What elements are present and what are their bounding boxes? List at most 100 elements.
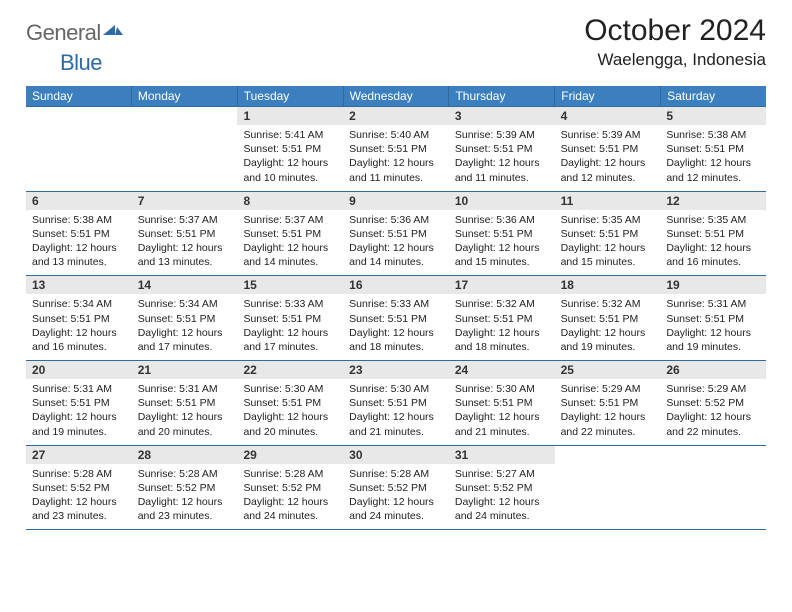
- day-daylight1: Daylight: 12 hours: [455, 495, 549, 509]
- day-sunrise: Sunrise: 5:31 AM: [138, 382, 232, 396]
- day-daylight2: and 21 minutes.: [455, 425, 549, 439]
- day-cell: 1Sunrise: 5:41 AMSunset: 5:51 PMDaylight…: [237, 107, 343, 191]
- day-number: 23: [343, 361, 449, 379]
- week-row: 1Sunrise: 5:41 AMSunset: 5:51 PMDaylight…: [26, 106, 766, 192]
- day-number: 6: [26, 192, 132, 210]
- day-number: 30: [343, 446, 449, 464]
- day-daylight1: Daylight: 12 hours: [32, 326, 126, 340]
- day-sunrise: Sunrise: 5:39 AM: [455, 128, 549, 142]
- day-sunset: Sunset: 5:51 PM: [349, 312, 443, 326]
- day-cell: 9Sunrise: 5:36 AMSunset: 5:51 PMDaylight…: [343, 192, 449, 276]
- day-daylight2: and 13 minutes.: [32, 255, 126, 269]
- day-daylight2: and 15 minutes.: [455, 255, 549, 269]
- day-number: 16: [343, 276, 449, 294]
- day-cell: 24Sunrise: 5:30 AMSunset: 5:51 PMDayligh…: [449, 361, 555, 445]
- day-sunset: Sunset: 5:51 PM: [138, 396, 232, 410]
- day-daylight2: and 20 minutes.: [138, 425, 232, 439]
- week-row: 6Sunrise: 5:38 AMSunset: 5:51 PMDaylight…: [26, 192, 766, 277]
- day-daylight2: and 14 minutes.: [349, 255, 443, 269]
- day-details: Sunrise: 5:33 AMSunset: 5:51 PMDaylight:…: [237, 294, 343, 360]
- dow-sunday: Sunday: [26, 86, 132, 106]
- day-daylight2: and 16 minutes.: [666, 255, 760, 269]
- day-daylight1: Daylight: 12 hours: [32, 410, 126, 424]
- day-sunrise: Sunrise: 5:29 AM: [666, 382, 760, 396]
- day-cell: 28Sunrise: 5:28 AMSunset: 5:52 PMDayligh…: [132, 446, 238, 530]
- day-sunset: Sunset: 5:52 PM: [138, 481, 232, 495]
- dow-thursday: Thursday: [449, 86, 555, 106]
- day-daylight1: Daylight: 12 hours: [561, 156, 655, 170]
- day-cell: 20 Sunrise: 5:31 AMSunset: 5:51 PMDayligh…: [26, 361, 132, 445]
- day-details: Sunrise: 5:31 AMSunset: 5:51 PMDaylight:…: [660, 294, 766, 360]
- title-block: October 2024 Waelengga, Indonesia: [584, 14, 766, 70]
- day-sunset: Sunset: 5:51 PM: [32, 396, 126, 410]
- dow-wednesday: Wednesday: [344, 86, 450, 106]
- day-daylight1: Daylight: 12 hours: [455, 326, 549, 340]
- day-sunrise: Sunrise: 5:37 AM: [138, 213, 232, 227]
- day-sunrise: Sunrise: 5:36 AM: [455, 213, 549, 227]
- day-daylight2: and 23 minutes.: [138, 509, 232, 523]
- day-daylight1: Daylight: 12 hours: [455, 156, 549, 170]
- day-details: Sunrise: 5:41 AMSunset: 5:51 PMDaylight:…: [237, 125, 343, 191]
- day-daylight1: Daylight: 12 hours: [243, 156, 337, 170]
- day-daylight2: and 10 minutes.: [243, 171, 337, 185]
- day-cell: [660, 446, 766, 530]
- day-sunset: Sunset: 5:51 PM: [666, 312, 760, 326]
- day-details: Sunrise: 5:28 AMSunset: 5:52 PMDaylight:…: [26, 464, 132, 530]
- day-cell: 6Sunrise: 5:38 AMSunset: 5:51 PMDaylight…: [26, 192, 132, 276]
- day-details: Sunrise: 5:30 AMSunset: 5:51 PMDaylight:…: [237, 379, 343, 445]
- day-sunset: Sunset: 5:51 PM: [561, 312, 655, 326]
- day-daylight1: Daylight: 12 hours: [666, 326, 760, 340]
- day-daylight1: Daylight: 12 hours: [243, 326, 337, 340]
- day-sunrise: Sunrise: 5:39 AM: [561, 128, 655, 142]
- day-daylight2: and 22 minutes.: [666, 425, 760, 439]
- day-sunrise: Sunrise: 5:31 AM: [32, 382, 126, 396]
- week-row: 27Sunrise: 5:28 AMSunset: 5:52 PMDayligh…: [26, 446, 766, 531]
- day-sunrise: Sunrise: 5:30 AM: [455, 382, 549, 396]
- day-sunset: Sunset: 5:51 PM: [243, 227, 337, 241]
- day-cell: 22Sunrise: 5:30 AMSunset: 5:51 PMDayligh…: [237, 361, 343, 445]
- day-daylight1: Daylight: 12 hours: [32, 241, 126, 255]
- day-sunrise: Sunrise: 5:28 AM: [243, 467, 337, 481]
- day-number: 31: [449, 446, 555, 464]
- day-daylight1: Daylight: 12 hours: [561, 326, 655, 340]
- day-sunset: Sunset: 5:51 PM: [138, 227, 232, 241]
- weeks-container: 1Sunrise: 5:41 AMSunset: 5:51 PMDaylight…: [26, 106, 766, 530]
- day-sunset: Sunset: 5:51 PM: [561, 227, 655, 241]
- day-number: 15: [237, 276, 343, 294]
- day-number: 19: [660, 276, 766, 294]
- day-cell: 23Sunrise: 5:30 AMSunset: 5:51 PMDayligh…: [343, 361, 449, 445]
- day-details: Sunrise: 5:34 AMSunset: 5:51 PMDaylight:…: [26, 294, 132, 360]
- day-daylight1: Daylight: 12 hours: [349, 410, 443, 424]
- location-label: Waelengga, Indonesia: [584, 50, 766, 70]
- day-sunrise: Sunrise: 5:34 AM: [32, 297, 126, 311]
- day-number: 9: [343, 192, 449, 210]
- day-daylight1: Daylight: 12 hours: [455, 241, 549, 255]
- day-daylight2: and 15 minutes.: [561, 255, 655, 269]
- day-details: Sunrise: 5:31 AMSunset: 5:51 PMDaylight:…: [132, 379, 238, 445]
- day-number: 22: [237, 361, 343, 379]
- day-details: Sunrise: 5:33 AMSunset: 5:51 PMDaylight:…: [343, 294, 449, 360]
- day-daylight2: and 11 minutes.: [455, 171, 549, 185]
- day-cell: 2Sunrise: 5:40 AMSunset: 5:51 PMDaylight…: [343, 107, 449, 191]
- day-cell: 7Sunrise: 5:37 AMSunset: 5:51 PMDaylight…: [132, 192, 238, 276]
- day-daylight1: Daylight: 12 hours: [455, 410, 549, 424]
- day-number: 24: [449, 361, 555, 379]
- dow-tuesday: Tuesday: [238, 86, 344, 106]
- day-number: 5: [660, 107, 766, 125]
- week-row: 13Sunrise: 5:34 AMSunset: 5:51 PMDayligh…: [26, 276, 766, 361]
- day-daylight2: and 12 minutes.: [561, 171, 655, 185]
- day-number: 20: [26, 361, 132, 379]
- day-number: 13: [26, 276, 132, 294]
- day-daylight2: and 24 minutes.: [349, 509, 443, 523]
- dow-friday: Friday: [555, 86, 661, 106]
- day-sunset: Sunset: 5:51 PM: [349, 396, 443, 410]
- day-sunrise: Sunrise: 5:34 AM: [138, 297, 232, 311]
- day-sunrise: Sunrise: 5:37 AM: [243, 213, 337, 227]
- calendar-grid: Sunday Monday Tuesday Wednesday Thursday…: [26, 86, 766, 530]
- day-sunset: Sunset: 5:52 PM: [666, 396, 760, 410]
- day-cell: 15Sunrise: 5:33 AMSunset: 5:51 PMDayligh…: [237, 276, 343, 360]
- day-sunset: Sunset: 5:51 PM: [138, 312, 232, 326]
- day-cell: 26Sunrise: 5:29 AMSunset: 5:52 PMDayligh…: [660, 361, 766, 445]
- day-number: 2: [343, 107, 449, 125]
- day-daylight2: and 16 minutes.: [32, 340, 126, 354]
